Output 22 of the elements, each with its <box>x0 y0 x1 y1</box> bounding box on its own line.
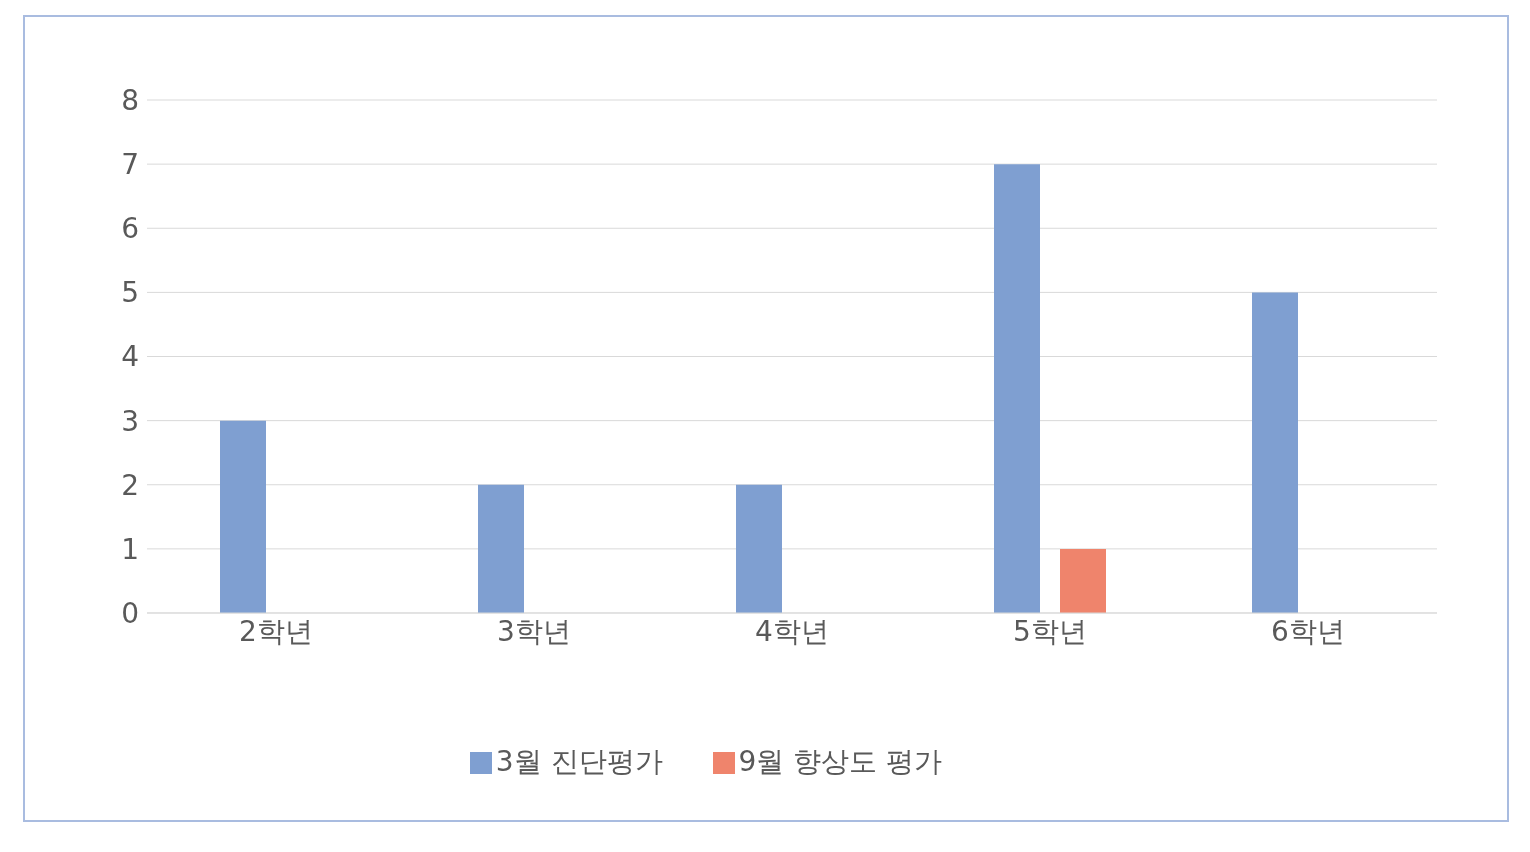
y-tick-label: 5 <box>121 276 139 310</box>
bar <box>736 484 782 613</box>
bar <box>994 164 1040 613</box>
legend-label: 9월 향상도 평가 <box>738 745 943 778</box>
x-tick-label: 5학년 <box>1013 614 1087 648</box>
y-tick-label: 1 <box>121 532 139 566</box>
bar <box>1252 292 1298 613</box>
y-tick-label: 3 <box>121 404 139 438</box>
bar <box>220 420 266 613</box>
y-tick-label: 2 <box>121 468 139 502</box>
y-tick-label: 8 <box>121 83 139 117</box>
legend-label: 3월 진단평가 <box>495 745 663 778</box>
y-tick-label: 0 <box>121 596 139 630</box>
y-tick-label: 6 <box>121 212 139 246</box>
y-tick-label: 7 <box>121 148 139 182</box>
bar <box>1060 548 1106 613</box>
x-tick-label: 3학년 <box>497 614 571 648</box>
x-tick-label: 2학년 <box>239 614 313 648</box>
y-tick-label: 4 <box>121 340 139 374</box>
x-tick-label: 6학년 <box>1271 614 1345 648</box>
x-tick-label: 4학년 <box>755 614 829 648</box>
bar <box>478 484 524 613</box>
